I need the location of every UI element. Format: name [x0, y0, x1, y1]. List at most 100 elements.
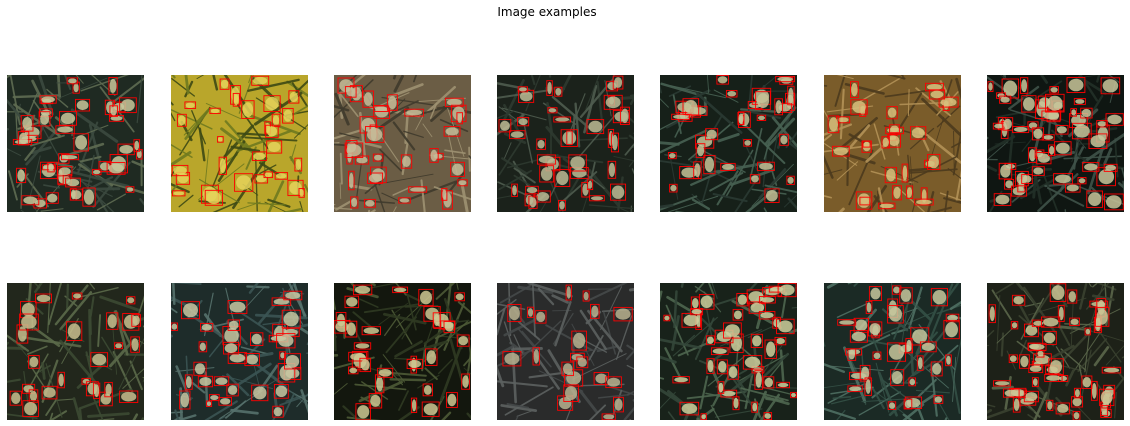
bounding-box: [565, 284, 572, 301]
bounding-box: [223, 341, 239, 355]
bounding-box: [131, 314, 141, 327]
image-tile: [334, 75, 471, 212]
bounding-box: [184, 374, 193, 390]
bounding-box: [209, 107, 221, 114]
bounding-box: [266, 140, 283, 154]
bounding-box: [933, 395, 944, 404]
bounding-box: [422, 383, 433, 397]
bounding-box: [198, 341, 208, 353]
bounding-box: [443, 321, 455, 333]
bounding-box: [108, 114, 125, 122]
bounding-box: [705, 335, 715, 346]
bounding-box: [298, 188, 305, 198]
bounding-box: [1049, 86, 1059, 94]
bounding-box: [831, 145, 850, 157]
bounding-box: [82, 187, 96, 207]
bounding-box: [39, 95, 57, 104]
bounding-box: [758, 311, 776, 320]
bounding-box: [511, 183, 518, 197]
bounding-box: [374, 374, 385, 394]
bounding-box: [372, 153, 384, 162]
bounding-box: [276, 333, 296, 349]
bounding-box: [790, 391, 797, 399]
field-photo: [497, 75, 634, 212]
bounding-box: [1041, 110, 1062, 121]
bounding-box: [1045, 93, 1065, 113]
bounding-box: [539, 165, 555, 183]
bounding-box: [344, 142, 364, 158]
bounding-box: [889, 124, 900, 134]
bounding-box: [461, 373, 471, 390]
bounding-box: [1099, 388, 1115, 407]
bounding-box: [244, 353, 260, 367]
bounding-box: [528, 195, 538, 209]
bounding-box: [1024, 323, 1039, 338]
bounding-box: [743, 139, 752, 147]
bounding-box: [613, 306, 633, 322]
bounding-box: [355, 403, 371, 420]
bounding-box: [1041, 134, 1055, 141]
bounding-box: [1004, 178, 1015, 190]
bounding-box: [777, 283, 797, 298]
bounding-box: [891, 285, 902, 295]
bounding-box: [42, 164, 56, 171]
bounding-box: [283, 290, 303, 301]
bounding-box: [887, 305, 904, 324]
bounding-box: [862, 140, 871, 148]
bounding-box: [57, 166, 73, 177]
bounding-box: [57, 371, 65, 389]
bounding-box: [251, 384, 269, 402]
bounding-box: [776, 318, 795, 335]
bounding-box: [847, 385, 863, 393]
bounding-box: [1073, 98, 1086, 105]
bounding-box: [172, 190, 186, 197]
bounding-box: [344, 295, 360, 309]
bounding-box: [987, 81, 994, 92]
bounding-box: [284, 353, 301, 370]
bounding-box: [208, 394, 220, 402]
bounding-box: [945, 354, 952, 367]
bounding-box: [1103, 163, 1118, 172]
bounding-box: [561, 361, 574, 377]
bounding-box: [345, 320, 358, 338]
bounding-box: [546, 80, 553, 96]
bounding-box: [348, 170, 355, 191]
bounding-box: [742, 355, 763, 370]
bounding-box: [373, 105, 390, 112]
bounding-box: [45, 192, 59, 204]
bounding-box: [763, 412, 773, 420]
bounding-box: [945, 313, 960, 323]
image-tile: [171, 75, 308, 212]
bounding-box: [571, 330, 587, 351]
bounding-box: [1001, 78, 1020, 99]
bounding-box: [878, 202, 896, 210]
bounding-box: [930, 288, 948, 307]
bounding-box: [601, 413, 616, 420]
bounding-box: [605, 376, 622, 389]
bounding-box: [273, 384, 289, 399]
bounding-box: [344, 86, 357, 98]
bounding-box: [20, 115, 34, 132]
bounding-box: [1048, 144, 1056, 157]
bounding-box: [892, 185, 902, 201]
bounding-box: [227, 352, 248, 364]
bounding-box: [1010, 321, 1019, 330]
image-tile: [7, 283, 144, 420]
bounding-box: [454, 292, 465, 302]
image-tile: [660, 75, 797, 212]
bounding-box: [993, 193, 1012, 206]
bounding-box: [517, 117, 530, 127]
bounding-box: [362, 90, 374, 108]
bounding-box: [1031, 377, 1039, 388]
bounding-box: [671, 113, 690, 120]
bounding-box: [386, 94, 398, 111]
bounding-box: [398, 197, 411, 204]
bounding-box: [787, 85, 795, 106]
bounding-box: [108, 77, 118, 95]
bounding-box: [1027, 121, 1039, 130]
bounding-box: [65, 321, 83, 341]
bounding-box: [690, 308, 704, 316]
bounding-box: [353, 284, 373, 296]
image-tile: [824, 283, 961, 420]
bounding-box: [868, 286, 882, 302]
